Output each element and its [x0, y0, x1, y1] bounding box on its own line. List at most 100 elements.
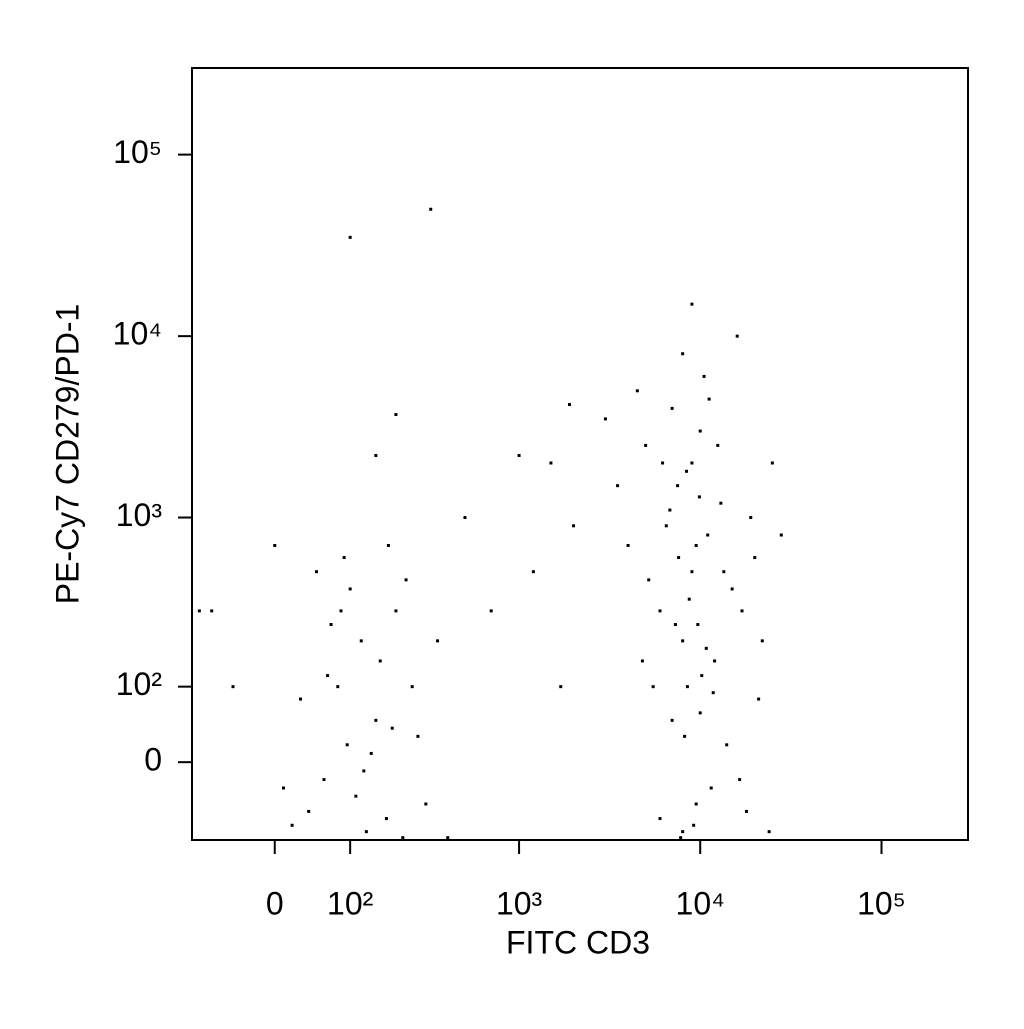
point — [336, 685, 340, 689]
point — [339, 609, 343, 613]
point — [779, 533, 783, 537]
point — [329, 623, 333, 627]
point — [616, 484, 620, 488]
point — [374, 453, 378, 457]
point — [231, 685, 235, 689]
point — [677, 556, 681, 560]
y-tick-label: 10⁴ — [113, 316, 162, 352]
point — [364, 830, 368, 834]
point — [694, 802, 698, 806]
point — [738, 778, 742, 782]
point — [326, 674, 330, 678]
point — [489, 609, 493, 613]
point — [716, 443, 720, 447]
point — [390, 726, 394, 730]
point — [690, 302, 694, 306]
point — [429, 207, 433, 211]
point — [345, 743, 349, 747]
point — [446, 836, 450, 840]
point — [692, 823, 696, 827]
point — [767, 830, 771, 834]
point — [210, 609, 214, 613]
point — [644, 443, 648, 447]
point — [640, 659, 644, 663]
y-tick-label: 10² — [116, 666, 163, 702]
point — [651, 685, 655, 689]
point — [348, 235, 352, 239]
point — [696, 623, 700, 627]
point — [757, 697, 761, 701]
y-axis-label: PE-Cy7 CD279/PD-1 — [49, 304, 85, 605]
x-tick-label: 0 — [266, 885, 284, 921]
point — [410, 685, 414, 689]
point — [770, 461, 774, 465]
x-tick-label: 10² — [327, 885, 374, 921]
point — [749, 516, 753, 520]
point — [679, 836, 683, 840]
point — [531, 570, 535, 574]
point — [416, 734, 420, 738]
y-tick-label: 0 — [144, 742, 162, 778]
point — [424, 802, 428, 806]
x-tick-label: 10⁵ — [857, 885, 906, 921]
point — [704, 646, 708, 650]
point — [394, 609, 398, 613]
point — [709, 786, 713, 790]
point — [436, 639, 440, 643]
point — [661, 461, 665, 465]
point — [359, 639, 363, 643]
point — [707, 397, 711, 401]
point — [740, 609, 744, 613]
point — [567, 403, 571, 407]
point — [681, 830, 685, 834]
point — [658, 609, 662, 613]
point — [673, 623, 677, 627]
point — [549, 461, 553, 465]
point — [681, 352, 685, 356]
point — [706, 533, 710, 537]
point — [658, 817, 662, 821]
point — [307, 809, 311, 813]
point — [401, 836, 405, 840]
point — [664, 524, 668, 528]
point — [683, 734, 687, 738]
point — [694, 543, 698, 547]
point — [559, 685, 563, 689]
point — [725, 743, 729, 747]
point — [315, 570, 319, 574]
point — [690, 461, 694, 465]
point — [603, 417, 607, 421]
point — [684, 469, 688, 473]
point — [760, 639, 764, 643]
point — [685, 685, 689, 689]
point — [698, 711, 702, 715]
point — [299, 697, 303, 701]
point — [681, 639, 685, 643]
point — [517, 453, 521, 457]
point — [735, 334, 739, 338]
point — [273, 543, 277, 547]
point — [711, 691, 715, 695]
point — [348, 587, 352, 591]
point — [362, 769, 366, 773]
point — [386, 543, 390, 547]
point — [572, 524, 576, 528]
point — [700, 674, 704, 678]
point — [719, 501, 723, 505]
point — [342, 556, 346, 560]
point — [697, 495, 701, 499]
point — [374, 718, 378, 722]
point — [404, 578, 408, 582]
point — [394, 413, 398, 417]
point — [744, 809, 748, 813]
point — [698, 429, 702, 433]
point — [378, 659, 382, 663]
point — [753, 556, 757, 560]
point — [463, 516, 467, 520]
point — [690, 570, 694, 574]
point — [670, 406, 674, 410]
plot-frame — [191, 67, 969, 841]
y-tick-label: 10⁵ — [113, 134, 162, 170]
x-axis-label: FITC CD3 — [506, 924, 650, 960]
